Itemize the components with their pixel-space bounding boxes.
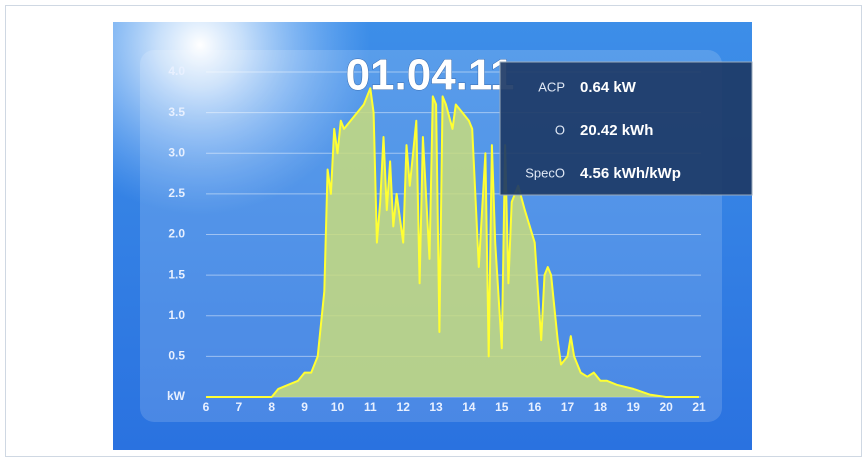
sun-glare: [113, 22, 370, 215]
x-tick-label: 11: [364, 400, 377, 414]
x-tick-label: 10: [331, 400, 345, 414]
y-tick-label: 3.5: [168, 105, 185, 119]
info-label: SpecO: [525, 165, 565, 180]
x-tick-label: 20: [659, 400, 673, 414]
x-tick-label: 14: [462, 400, 476, 414]
y-tick-label: 1.0: [168, 308, 185, 322]
chart-title: 01.04.11: [346, 51, 515, 100]
x-tick-label: 19: [627, 400, 641, 414]
x-tick-label: 8: [268, 400, 275, 414]
x-tick-label: 18: [594, 400, 608, 414]
x-tick-label: 7: [236, 400, 243, 414]
y-tick-label: 2.5: [168, 186, 185, 200]
info-panel: [499, 61, 753, 196]
x-tick-label: 12: [397, 400, 411, 414]
info-box: ACP 0.64 kW O 20.42 kWh SpecO 4.56 kWh/kWp: [499, 61, 753, 196]
line: [206, 87, 699, 398]
y-tick-label: 2.0: [168, 227, 185, 241]
x-tick-label: 15: [495, 400, 509, 414]
y-tick-label: 4.0: [168, 64, 185, 78]
y-tick-label: kW: [167, 389, 186, 403]
info-value: 20.42 kWh: [580, 122, 653, 139]
info-value: 0.64 kW: [580, 79, 637, 96]
x-tick-label: 13: [429, 400, 443, 414]
info-value: 4.56 kWh/kWp: [580, 165, 681, 182]
area: [206, 88, 699, 398]
y-tick-label: 1.5: [168, 267, 185, 281]
x-tick-label: 9: [301, 400, 308, 414]
info-label: ACP: [538, 79, 565, 94]
x-tick-label: 21: [692, 400, 706, 414]
x-tick-label: 6: [203, 400, 210, 414]
y-tick-label: 3.0: [168, 145, 185, 159]
info-label: O: [555, 122, 565, 137]
x-tick-label: 16: [528, 400, 542, 414]
y-tick-label: 0.5: [168, 349, 185, 363]
x-tick-label: 17: [561, 400, 575, 414]
